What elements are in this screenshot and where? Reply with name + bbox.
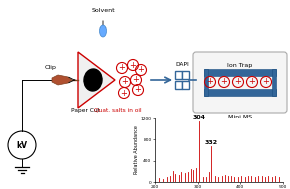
- Ellipse shape: [84, 69, 102, 91]
- Text: +: +: [249, 77, 255, 87]
- Polygon shape: [52, 75, 72, 85]
- Bar: [204, 69, 276, 76]
- Text: +: +: [122, 77, 128, 87]
- Text: +: +: [135, 85, 142, 94]
- Text: Clip: Clip: [45, 65, 57, 70]
- Text: +: +: [137, 66, 144, 74]
- Bar: [182, 81, 189, 89]
- Text: Quat. salts in oil: Quat. salts in oil: [94, 108, 142, 113]
- Text: +: +: [133, 75, 139, 84]
- Text: DAPI: DAPI: [175, 62, 189, 67]
- Text: 332: 332: [205, 140, 218, 145]
- Polygon shape: [78, 52, 115, 108]
- Text: +: +: [121, 88, 127, 98]
- Text: +: +: [206, 77, 213, 87]
- FancyBboxPatch shape: [193, 52, 287, 113]
- Text: +: +: [235, 77, 242, 87]
- Bar: [272, 69, 276, 96]
- Text: Solvent: Solvent: [91, 8, 115, 13]
- Text: Paper Cut: Paper Cut: [70, 108, 99, 113]
- Y-axis label: Relative Abundance: Relative Abundance: [134, 125, 139, 174]
- Text: +: +: [262, 77, 269, 87]
- Text: +: +: [119, 64, 126, 73]
- Bar: [182, 71, 189, 79]
- Bar: [175, 71, 182, 79]
- Text: 304: 304: [193, 115, 206, 120]
- Text: Ion Trap: Ion Trap: [227, 63, 253, 68]
- Bar: [175, 81, 182, 89]
- Text: Mini MS: Mini MS: [228, 115, 252, 120]
- Bar: [204, 69, 208, 96]
- Text: kV: kV: [17, 140, 28, 149]
- Text: +: +: [221, 77, 227, 87]
- Bar: [204, 89, 276, 96]
- Ellipse shape: [99, 25, 106, 37]
- Text: +: +: [130, 60, 136, 70]
